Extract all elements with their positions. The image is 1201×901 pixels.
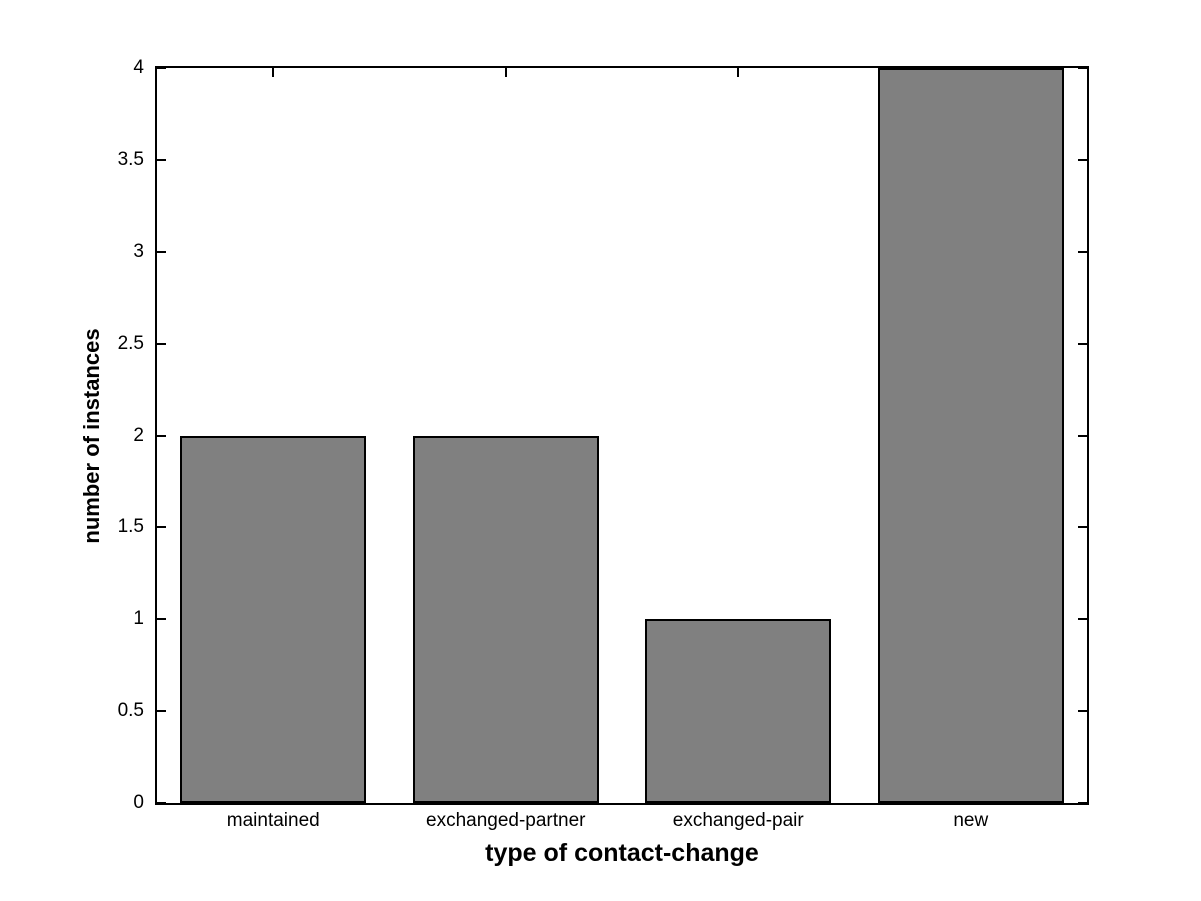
y-tick-label: 4 (133, 57, 144, 78)
x-tick-label: exchanged-partner (426, 810, 586, 831)
y-tick-mark-left (157, 618, 166, 621)
y-tick-label: 2.5 (117, 332, 144, 354)
y-tick-mark-right (1078, 710, 1087, 713)
x-tick-label: new (953, 810, 989, 831)
y-tick-mark-right (1078, 250, 1087, 253)
y-tick-label: 1 (133, 608, 144, 630)
y-tick-mark-right (1078, 158, 1087, 161)
bar-new (877, 68, 1064, 803)
x-tick-mark-top (272, 68, 275, 77)
y-tick-label: 0 (133, 792, 144, 813)
y-tick-mark-left (157, 158, 166, 161)
x-tick-label: exchanged-pair (672, 810, 804, 831)
y-tick-mark-left (157, 802, 166, 804)
y-tick-label: 3.5 (117, 148, 144, 170)
plot-area (155, 66, 1089, 805)
y-tick-mark-left (157, 342, 166, 345)
y-tick-label: 2 (133, 424, 144, 446)
y-tick-label: 3 (133, 240, 144, 262)
bar-exchanged-pair (645, 619, 832, 803)
y-tick-mark-left (157, 526, 166, 529)
y-tick-mark-left (157, 434, 166, 437)
bar-maintained (180, 435, 367, 803)
y-tick-mark-right (1078, 67, 1087, 69)
x-tick-mark-top (737, 68, 740, 77)
y-tick-label: 0.5 (117, 700, 144, 722)
x-tick-label: maintained (226, 810, 320, 831)
x-axis-label: type of contact-change (485, 839, 759, 867)
x-tick-mark-top (504, 68, 507, 77)
y-tick-mark-left (157, 710, 166, 713)
y-tick-mark-left (157, 67, 166, 69)
bar-exchanged-partner (412, 435, 599, 803)
y-tick-mark-right (1078, 434, 1087, 437)
y-tick-mark-right (1078, 802, 1087, 804)
y-tick-mark-right (1078, 618, 1087, 621)
y-tick-label: 1.5 (117, 516, 144, 538)
y-tick-mark-right (1078, 526, 1087, 529)
y-tick-mark-right (1078, 342, 1087, 345)
y-tick-mark-left (157, 250, 166, 253)
